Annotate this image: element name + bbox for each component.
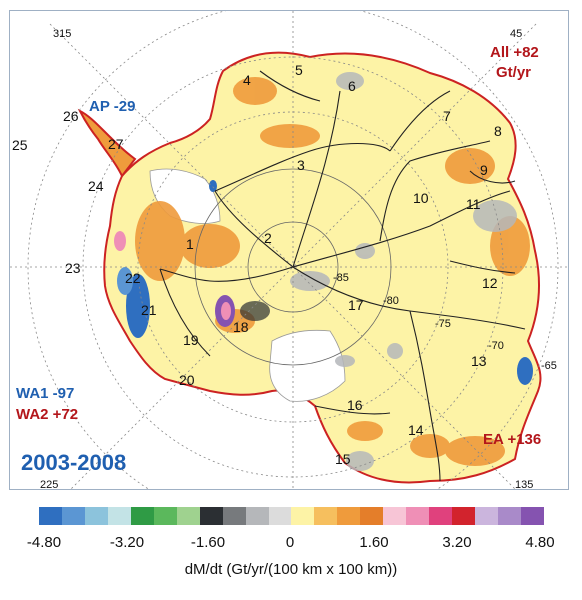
legend-tick-3: 0 xyxy=(285,534,295,551)
basin-label-11: 11 xyxy=(466,196,481,212)
basin-label-19: 19 xyxy=(183,332,199,348)
basin-label-17: 17 xyxy=(348,297,364,313)
legend-swatch-7 xyxy=(199,507,223,525)
longitude-label-225: 225 xyxy=(40,479,59,490)
region-all-unit: Gt/yr xyxy=(496,64,532,81)
map-frame: 1 2 3 4 5 6 7 8 9 10 11 12 13 14 15 16 1… xyxy=(9,10,569,490)
loss-patches xyxy=(114,180,533,385)
basin-label-20: 20 xyxy=(179,372,195,388)
legend-swatch-17 xyxy=(429,507,453,525)
legend-swatch-10 xyxy=(268,507,292,525)
legend-tick-1: -3.20 xyxy=(109,534,145,551)
legend-tick-0: -4.80 xyxy=(26,534,62,551)
latitude-label-85: -85 xyxy=(333,272,349,284)
basin-label-5: 5 xyxy=(295,62,303,78)
basin-label-6: 6 xyxy=(348,78,356,94)
basin-label-9: 9 xyxy=(480,162,488,178)
legend-swatch-15 xyxy=(383,507,407,525)
peninsula xyxy=(77,108,137,178)
antarctica-map xyxy=(10,11,568,489)
legend-tick-2: -1.60 xyxy=(190,534,226,551)
legend-tick-5: 3.20 xyxy=(442,534,472,551)
legend-swatch-13 xyxy=(337,507,361,525)
longitude-label-45: 45 xyxy=(510,28,523,40)
legend-swatch-4 xyxy=(130,507,154,525)
basin-label-16: 16 xyxy=(347,397,363,413)
legend-swatch-0 xyxy=(39,507,62,525)
region-ap-total: AP -29 xyxy=(89,98,136,115)
legend-tick-4: 1.60 xyxy=(359,534,389,551)
legend-swatch-3 xyxy=(107,507,131,525)
basin-label-18: 18 xyxy=(233,319,249,335)
longitude-label-135: 135 xyxy=(515,479,534,490)
period-label: 2003-2008 xyxy=(21,450,127,475)
basin-label-8: 8 xyxy=(494,123,502,139)
legend-swatch-12 xyxy=(314,507,338,525)
legend-swatch-21 xyxy=(521,507,544,525)
basin-label-4: 4 xyxy=(243,72,251,88)
basin-label-27: 27 xyxy=(108,136,124,152)
color-legend xyxy=(39,507,544,525)
basin-label-22: 22 xyxy=(125,270,141,286)
legend-swatch-9 xyxy=(245,507,269,525)
region-all-total: All +82 xyxy=(490,44,539,61)
legend-tick-6: 4.80 xyxy=(525,534,555,551)
basin-label-12: 12 xyxy=(482,275,498,291)
basin-label-23: 23 xyxy=(65,260,81,276)
basin-boundaries xyxy=(159,70,526,482)
neutral-patches xyxy=(290,72,517,471)
region-wa1-total: WA1 -97 xyxy=(16,385,75,402)
legend-swatch-6 xyxy=(176,507,200,525)
legend-unit-label: dM/dt (Gt/yr/(100 km x 100 km)) xyxy=(184,561,398,578)
latitude-label-80: -80 xyxy=(383,295,399,307)
basin-label-3: 3 xyxy=(297,157,305,173)
legend-swatch-14 xyxy=(360,507,384,525)
basin-label-7: 7 xyxy=(443,108,451,124)
latitude-label-65: -65 xyxy=(541,360,557,372)
basin-label-26: 26 xyxy=(63,108,79,124)
latitude-label-70: -70 xyxy=(488,340,504,352)
basin-label-25: 25 xyxy=(12,137,28,153)
legend-swatch-1 xyxy=(61,507,85,525)
legend-swatch-2 xyxy=(84,507,108,525)
ross-ice-shelf xyxy=(269,329,346,402)
basin-label-2: 2 xyxy=(264,230,272,246)
basin-label-24: 24 xyxy=(88,178,104,194)
region-ea-total: EA +136 xyxy=(483,431,542,448)
legend-swatch-16 xyxy=(406,507,430,525)
legend-swatch-11 xyxy=(291,507,315,525)
latitude-label-75: -75 xyxy=(435,318,451,330)
basin-label-15: 15 xyxy=(335,451,351,467)
basin-label-13: 13 xyxy=(471,353,487,369)
basin-label-10: 10 xyxy=(413,190,429,206)
legend-swatch-18 xyxy=(452,507,476,525)
legend-swatch-20 xyxy=(498,507,522,525)
basin-label-14: 14 xyxy=(408,422,424,438)
legend-swatch-8 xyxy=(222,507,246,525)
legend-swatch-5 xyxy=(153,507,177,525)
region-wa2-total: WA2 +72 xyxy=(16,406,79,423)
basin-label-21: 21 xyxy=(141,302,157,318)
basin-label-1: 1 xyxy=(186,236,194,252)
legend-swatch-19 xyxy=(475,507,499,525)
longitude-label-315: 315 xyxy=(53,28,72,40)
